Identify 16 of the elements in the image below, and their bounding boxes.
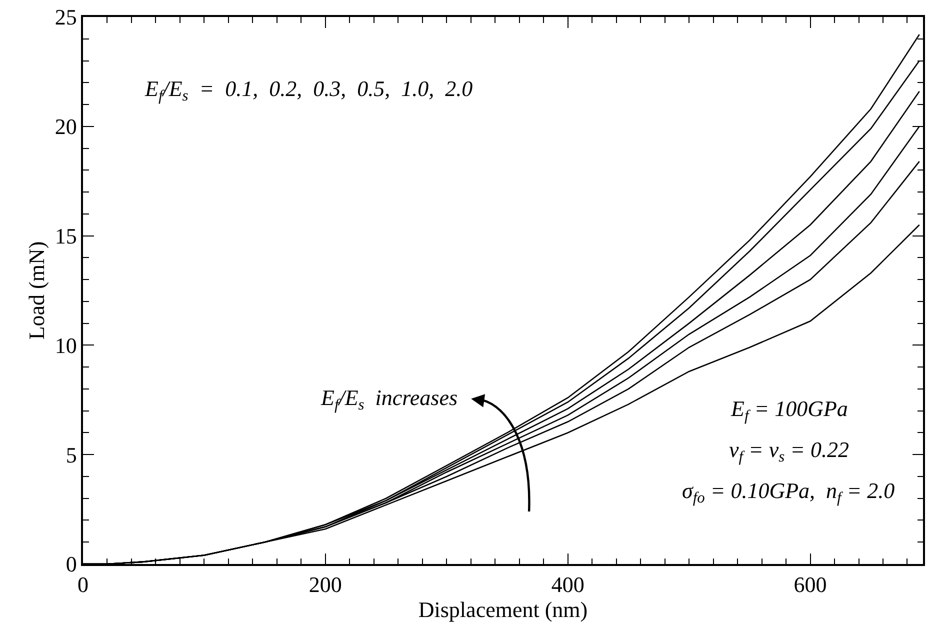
y-tick-label: 20 (54, 114, 77, 140)
x-tick-label: 600 (794, 572, 827, 598)
x-tick-label: 200 (308, 572, 342, 598)
y-tick-label: 25 (54, 4, 77, 30)
annotation: E$_{f}$/E$_{s}$ increases (320, 385, 458, 414)
y-tick-label: 10 (54, 332, 77, 358)
y-tick-label: 0 (66, 552, 77, 577)
y-axis-title: Load (mN) (24, 241, 50, 340)
y-tick-label: 5 (66, 442, 77, 468)
x-tick-label: 400 (551, 572, 584, 598)
x-axis-title: Displacement (nm) (418, 597, 588, 622)
annotation: ν$_{f}$ = ν$_{s}$ = 0.22 (729, 437, 850, 466)
y-tick-label: 15 (54, 224, 77, 248)
annotation: E$_{f}$ = 100GPa (730, 396, 848, 425)
annotation: E$_{f}$/E$_{s}$ = 0.1, 0.2, 0.3, 0.5, 1.0, 2.0 (144, 76, 473, 105)
annotation: σ$_{fo}$ = 0.10GPa, n$_{f}$ = 2.0 (682, 478, 895, 507)
